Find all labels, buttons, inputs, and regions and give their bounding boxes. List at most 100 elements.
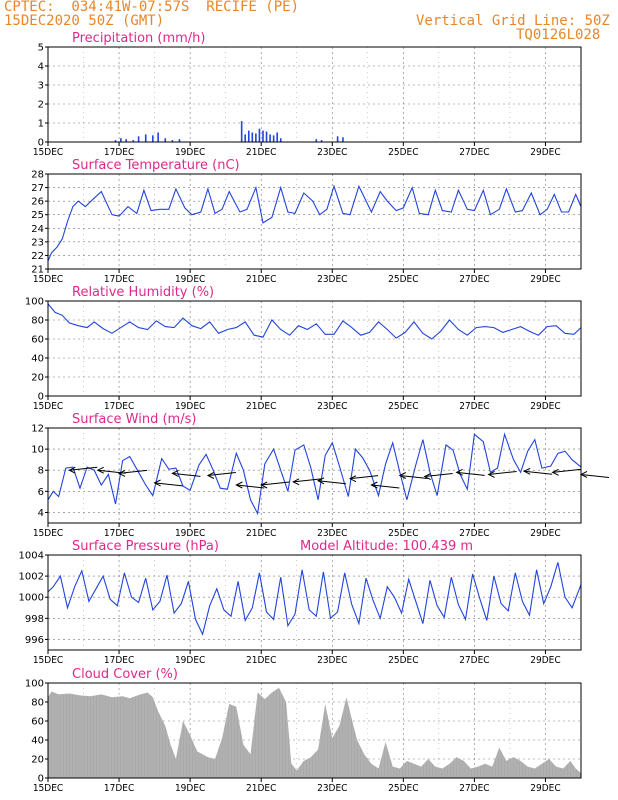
x-tick-label: 17DEC — [104, 783, 134, 794]
precip-bar — [315, 139, 318, 142]
wind-arrow — [488, 470, 517, 475]
x-tick-label: 21DEC — [246, 147, 276, 158]
x-tick-label: 27DEC — [459, 783, 489, 794]
wind-arrowhead — [206, 472, 215, 479]
model-code: TQ0126L028 — [516, 27, 601, 43]
x-tick-label: 19DEC — [175, 655, 205, 666]
y-tick-label: 1004 — [19, 551, 44, 562]
x-tick-label: 21DEC — [246, 655, 276, 666]
wind-arrowhead — [68, 466, 76, 474]
wind-arrowhead — [171, 469, 179, 477]
pressure-line — [47, 562, 582, 636]
y-tick-label: 3 — [38, 81, 44, 92]
x-tick-label: 25DEC — [388, 147, 418, 158]
y-tick-label: 1 — [38, 119, 44, 130]
y-tick-label: 4 — [38, 508, 44, 519]
pressure-panel: 996 998 1000 1002 1004 15DEC 17DEC 19DEC 21DEC 23… — [19, 539, 582, 666]
x-tick-label: 15DEC — [33, 783, 63, 794]
wind-arrow — [69, 466, 98, 471]
y-tick-label: 28 — [31, 170, 44, 181]
panel-frame — [47, 427, 582, 524]
precip-bar — [276, 132, 278, 142]
precip-bar — [262, 130, 264, 142]
wind-arrow — [236, 484, 265, 489]
y-tick-label: 996 — [25, 635, 44, 646]
grid-note: Vertical Grid Line: 50Z — [416, 13, 610, 29]
y-tick-label: 25 — [31, 210, 44, 221]
precip-bar — [320, 140, 323, 142]
x-tick-label: 19DEC — [175, 401, 205, 412]
x-tick-label: 21DEC — [246, 401, 276, 412]
x-tick-label: 27DEC — [459, 528, 489, 539]
y-tick-label: 27 — [31, 183, 44, 194]
y-tick-label: 80 — [31, 316, 44, 327]
y-tick-label: 40 — [31, 354, 44, 365]
x-tick-label: 29DEC — [530, 147, 560, 158]
y-tick-label: 2 — [38, 100, 44, 111]
x-tick-label: 17DEC — [104, 401, 134, 412]
wind-arrowhead — [235, 481, 243, 489]
wind-arrow — [399, 475, 428, 479]
precip-title: Precipitation (mm/h) — [72, 31, 205, 46]
panel-frame — [47, 46, 582, 143]
wind-arrowhead — [260, 481, 268, 489]
wind-arrowhead — [348, 475, 357, 483]
panel-frame — [47, 300, 582, 397]
wind-arrowhead — [117, 469, 126, 477]
precip-bar — [120, 138, 122, 142]
y-tick-label: 10 — [31, 445, 44, 456]
precip-bar — [137, 136, 140, 142]
y-tick-label: 20 — [31, 755, 44, 766]
precip-bar — [240, 121, 243, 142]
wind-arrowhead — [398, 472, 407, 479]
x-tick-label: 29DEC — [530, 401, 560, 412]
precip-bar — [157, 132, 159, 142]
model-altitude-note: Model Altitude: 100.439 m — [300, 539, 473, 554]
wind-arrow — [424, 473, 453, 478]
wind-arrowhead — [153, 479, 161, 487]
cloud-title: Cloud Cover (%) — [72, 667, 178, 682]
precip-bar — [342, 137, 344, 142]
x-tick-label: 17DEC — [104, 274, 134, 285]
x-tick-label: 19DEC — [175, 274, 205, 285]
station-header: CPTEC: 034:41W-07:57S RECIFE (PE) — [4, 0, 300, 15]
precip-bar — [132, 140, 135, 142]
precip-bar — [164, 138, 167, 142]
wind-arrow — [261, 481, 290, 486]
y-tick-label: 100 — [25, 297, 44, 308]
x-tick-label: 19DEC — [175, 783, 205, 794]
precip-bar — [336, 136, 339, 142]
y-tick-label: 0 — [38, 392, 44, 403]
wind-arrow — [371, 484, 400, 489]
x-tick-label: 21DEC — [246, 528, 276, 539]
y-tick-label: 80 — [31, 698, 44, 709]
x-tick-label: 15DEC — [33, 528, 63, 539]
precip-bar — [265, 131, 268, 142]
x-tick-label: 23DEC — [317, 147, 347, 158]
wind-arrowhead — [370, 481, 378, 489]
x-tick-label: 29DEC — [530, 655, 560, 666]
y-tick-label: 0 — [38, 138, 44, 149]
wind-arrow — [580, 473, 610, 478]
x-tick-label: 23DEC — [317, 655, 347, 666]
y-tick-label: 20 — [31, 373, 44, 384]
wind-title: Surface Wind (m/s) — [72, 412, 196, 427]
y-tick-label: 40 — [31, 736, 44, 747]
x-tick-label: 23DEC — [317, 274, 347, 285]
x-tick-label: 17DEC — [104, 655, 134, 666]
x-tick-label: 15DEC — [33, 655, 63, 666]
x-tick-label: 23DEC — [317, 401, 347, 412]
x-tick-label: 23DEC — [317, 783, 347, 794]
rh-title: Relative Humidity (%) — [72, 285, 214, 300]
x-tick-label: 27DEC — [459, 401, 489, 412]
cloud-cover-area — [48, 687, 581, 778]
wind-arrow — [318, 480, 347, 485]
x-tick-label: 23DEC — [317, 528, 347, 539]
panel-frame — [47, 554, 582, 651]
y-tick-label: 8 — [38, 466, 44, 477]
precip-bar — [144, 134, 147, 142]
y-tick-label: 26 — [31, 197, 44, 208]
x-tick-label: 19DEC — [175, 528, 205, 539]
y-tick-label: 998 — [25, 614, 44, 625]
wind-line — [47, 432, 582, 516]
